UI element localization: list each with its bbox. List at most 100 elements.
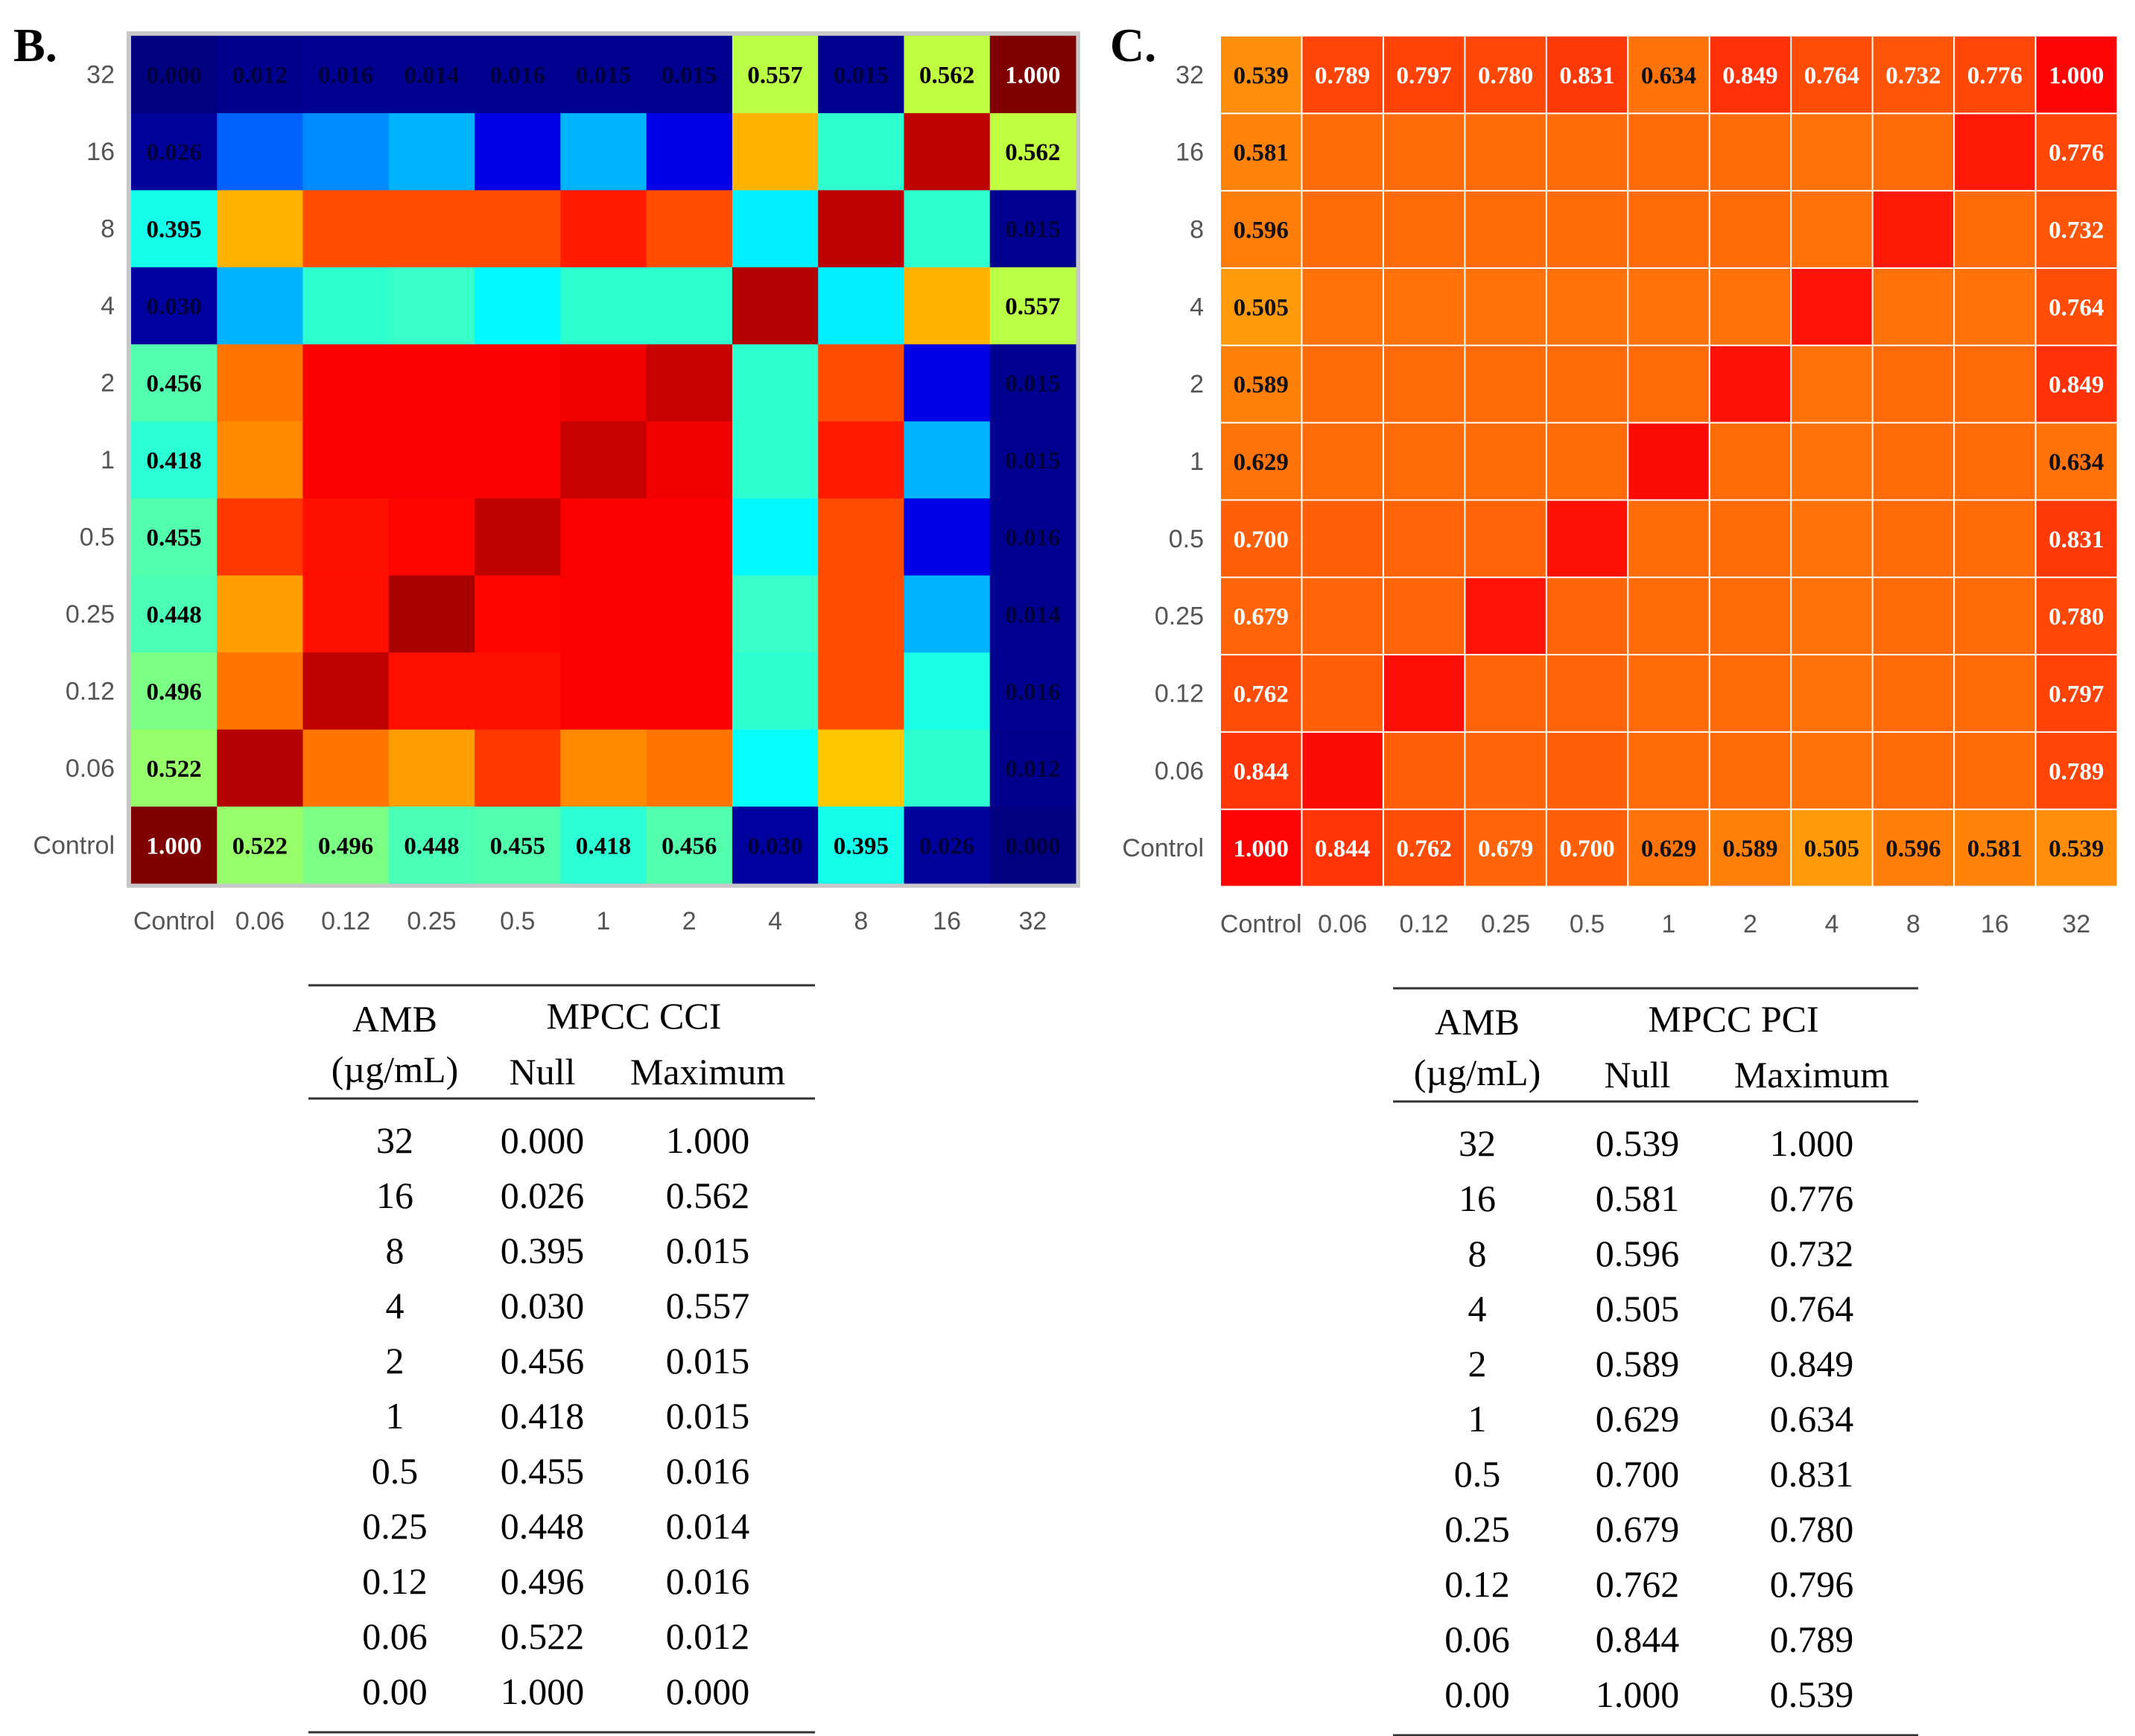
heatmap-cell-r8-c10 <box>2034 189 2119 269</box>
heatmap-cell-r2-c8 <box>818 652 904 730</box>
cell-value-label: 0.522 <box>232 833 288 859</box>
table-cell: 0.395 <box>501 1230 585 1271</box>
heatmap-cell-r6-c9 <box>904 343 991 422</box>
heatmap-cell-r9-c8 <box>1871 112 1955 192</box>
heatmap-cell-r3-c1 <box>1301 576 1385 656</box>
table-cell: 16 <box>376 1174 413 1216</box>
heatmap-cell-r6-c10 <box>2034 344 2119 424</box>
cell-value-label: 0.849 <box>1722 63 1777 89</box>
cell-value-label: 0.562 <box>919 63 974 89</box>
table-cell: 0.000 <box>666 1670 750 1712</box>
table-header-amb: AMB <box>1435 1001 1520 1043</box>
table-header-units: (µg/mL) <box>331 1049 458 1090</box>
heatmap-cell-r2-c9 <box>904 652 991 730</box>
table-cell: 0.016 <box>666 1560 750 1602</box>
heatmap-cell-r7-c10 <box>989 267 1076 345</box>
y-tick-label: 0.12 <box>1155 679 1204 708</box>
cell-value-label: 0.026 <box>147 139 202 166</box>
heatmap-cell-r8-c8 <box>1871 189 1955 269</box>
heatmap-cell-r10-c0 <box>131 36 218 113</box>
y-tick-label: 0.06 <box>1155 757 1204 785</box>
heatmap-cell-r5-c6 <box>646 421 733 499</box>
cell-value-label: 0.844 <box>1315 836 1370 862</box>
heatmap-cell-r0-c1 <box>1301 808 1385 888</box>
table-header-group: MPCC CCI <box>547 995 722 1037</box>
heatmap-cell-r4-c8 <box>818 497 904 576</box>
x-tick-label: 0.5 <box>1570 910 1605 938</box>
cell-value-label: 0.844 <box>1234 758 1289 785</box>
heatmap-cell-r3-c10 <box>989 575 1076 653</box>
heatmap-cell-r4-c5 <box>1627 498 1711 579</box>
heatmap-cell-r6-c6 <box>1708 344 1792 424</box>
table-cell: 0.448 <box>501 1505 585 1547</box>
heatmap-cell-r1-c2 <box>302 729 390 807</box>
y-tick-label: 1 <box>101 446 115 474</box>
heatmap-cell-r2-c5 <box>1627 653 1711 733</box>
x-tick-label: 32 <box>1018 907 1047 935</box>
cell-value-label: 0.012 <box>1005 756 1060 783</box>
heatmap-cell-r8-c0 <box>131 189 218 267</box>
cell-value-label: 0.496 <box>147 678 202 705</box>
heatmap-cell-r0-c9 <box>904 806 991 884</box>
table-cell: 0.418 <box>501 1395 585 1437</box>
cell-value-label: 0.589 <box>1722 836 1777 862</box>
heatmap-cell-r6-c4 <box>475 343 561 422</box>
heatmap-cell-r6-c8 <box>1871 344 1955 424</box>
table-cell: 0.780 <box>1770 1508 1854 1550</box>
heatmap-cell-r10-c2 <box>302 36 390 113</box>
heatmap-cell-r1-c6 <box>646 729 733 807</box>
heatmap-cell-r5-c8 <box>818 421 904 499</box>
heatmap-cell-r8-c9 <box>904 189 991 267</box>
table-cell: 0.015 <box>666 1395 750 1437</box>
cell-value-label: 1.000 <box>1005 63 1060 89</box>
heatmap-cell-r2-c8 <box>1871 653 1955 733</box>
x-tick-label: 32 <box>2062 910 2090 938</box>
heatmap-cell-r3-c7 <box>1790 576 1874 656</box>
heatmap-cell-r1-c0 <box>131 729 218 807</box>
heatmap-cell-r9-c7 <box>732 112 819 191</box>
table-cell: 0.015 <box>666 1230 750 1271</box>
heatmap-cell-r6-c5 <box>1627 344 1711 424</box>
heatmap-cell-r3-c6 <box>1708 576 1792 656</box>
table-cell: 0.634 <box>1770 1398 1854 1440</box>
y-tick-label: 8 <box>101 215 115 244</box>
heatmap-cell-r4-c10 <box>989 497 1076 576</box>
heatmap-cell-r5-c3 <box>388 421 475 499</box>
heatmap-cell-r8-c4 <box>475 189 561 267</box>
heatmap-cell-r6-c8 <box>818 343 904 422</box>
y-tick-label: 1 <box>1190 448 1204 476</box>
cell-value-label: 0.679 <box>1478 836 1533 862</box>
y-tick-label: 0.06 <box>66 754 115 783</box>
cell-value-label: 0.016 <box>318 63 373 89</box>
table-cell: 0.581 <box>1596 1177 1680 1219</box>
heatmap-cell-r10-c9 <box>904 36 991 113</box>
cell-value-label: 0.030 <box>147 293 202 320</box>
heatmap-cell-r3-c9 <box>1953 576 2037 656</box>
cell-value-label: 0.700 <box>1559 836 1614 862</box>
table-cell: 0.776 <box>1770 1177 1854 1219</box>
heatmap-cell-r7-c9 <box>904 267 991 345</box>
heatmap-cell-r9-c5 <box>1627 112 1711 192</box>
table-cell: 0.732 <box>1770 1233 1854 1274</box>
table-cell: 1.000 <box>1596 1673 1680 1715</box>
heatmap-cell-r5-c1 <box>217 421 304 499</box>
heatmap-cell-r9-c1 <box>217 112 304 191</box>
heatmap-cell-r7-c8 <box>818 267 904 345</box>
cell-value-label: 0.797 <box>1397 63 1452 89</box>
x-tick-label: 8 <box>1906 910 1920 938</box>
heatmap-cell-r8-c2 <box>302 189 390 267</box>
heatmap-cell-r2-c3 <box>388 652 475 730</box>
heatmap-cell-r1-c1 <box>1301 731 1385 810</box>
x-tick-label: 0.06 <box>235 907 285 935</box>
heatmap-cell-r10-c5 <box>560 36 647 113</box>
cell-value-label: 0.456 <box>147 371 202 398</box>
table-cell: 0.12 <box>1444 1563 1510 1605</box>
x-tick-label: 2 <box>1743 910 1757 938</box>
heatmap-cell-r10-c9 <box>1953 35 2037 115</box>
heatmap-cell-r10-c8 <box>1871 35 1955 115</box>
y-tick-label: Control <box>1122 834 1204 862</box>
heatmap-cell-r1-c6 <box>1708 731 1792 810</box>
heatmap-cell-r9-c3 <box>1464 112 1548 192</box>
cell-value-label: 0.014 <box>1005 602 1060 629</box>
